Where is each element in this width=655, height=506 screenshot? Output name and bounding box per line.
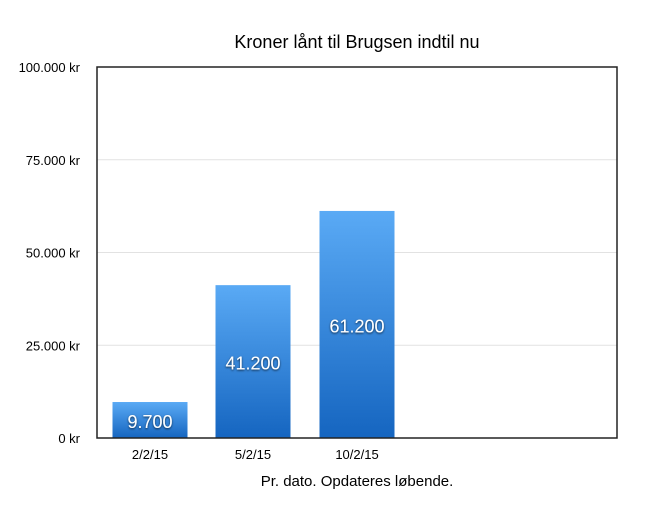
plot-frame xyxy=(96,66,618,439)
x-axis-label: Pr. dato. Opdateres løbende. xyxy=(261,473,454,490)
x-tick-label: 5/2/15 xyxy=(235,447,271,462)
bar xyxy=(112,402,188,438)
chart-title: Kroner lånt til Brugsen indtil nu xyxy=(234,32,479,52)
data-label: 41.200 xyxy=(225,354,280,374)
y-tick-label: 0 kr xyxy=(58,431,80,446)
x-tick-label: 10/2/15 xyxy=(335,447,378,462)
data-label: 9.700 xyxy=(127,412,172,432)
bar xyxy=(215,285,291,438)
y-tick-label: 75.000 kr xyxy=(26,153,81,168)
y-tick-label: 50.000 kr xyxy=(26,246,81,261)
bar xyxy=(319,210,395,438)
y-tick-label: 25.000 kr xyxy=(26,338,81,353)
data-label: 61.200 xyxy=(329,316,384,336)
x-tick-label: 2/2/15 xyxy=(132,447,168,462)
y-tick-label: 100.000 kr xyxy=(19,60,81,75)
